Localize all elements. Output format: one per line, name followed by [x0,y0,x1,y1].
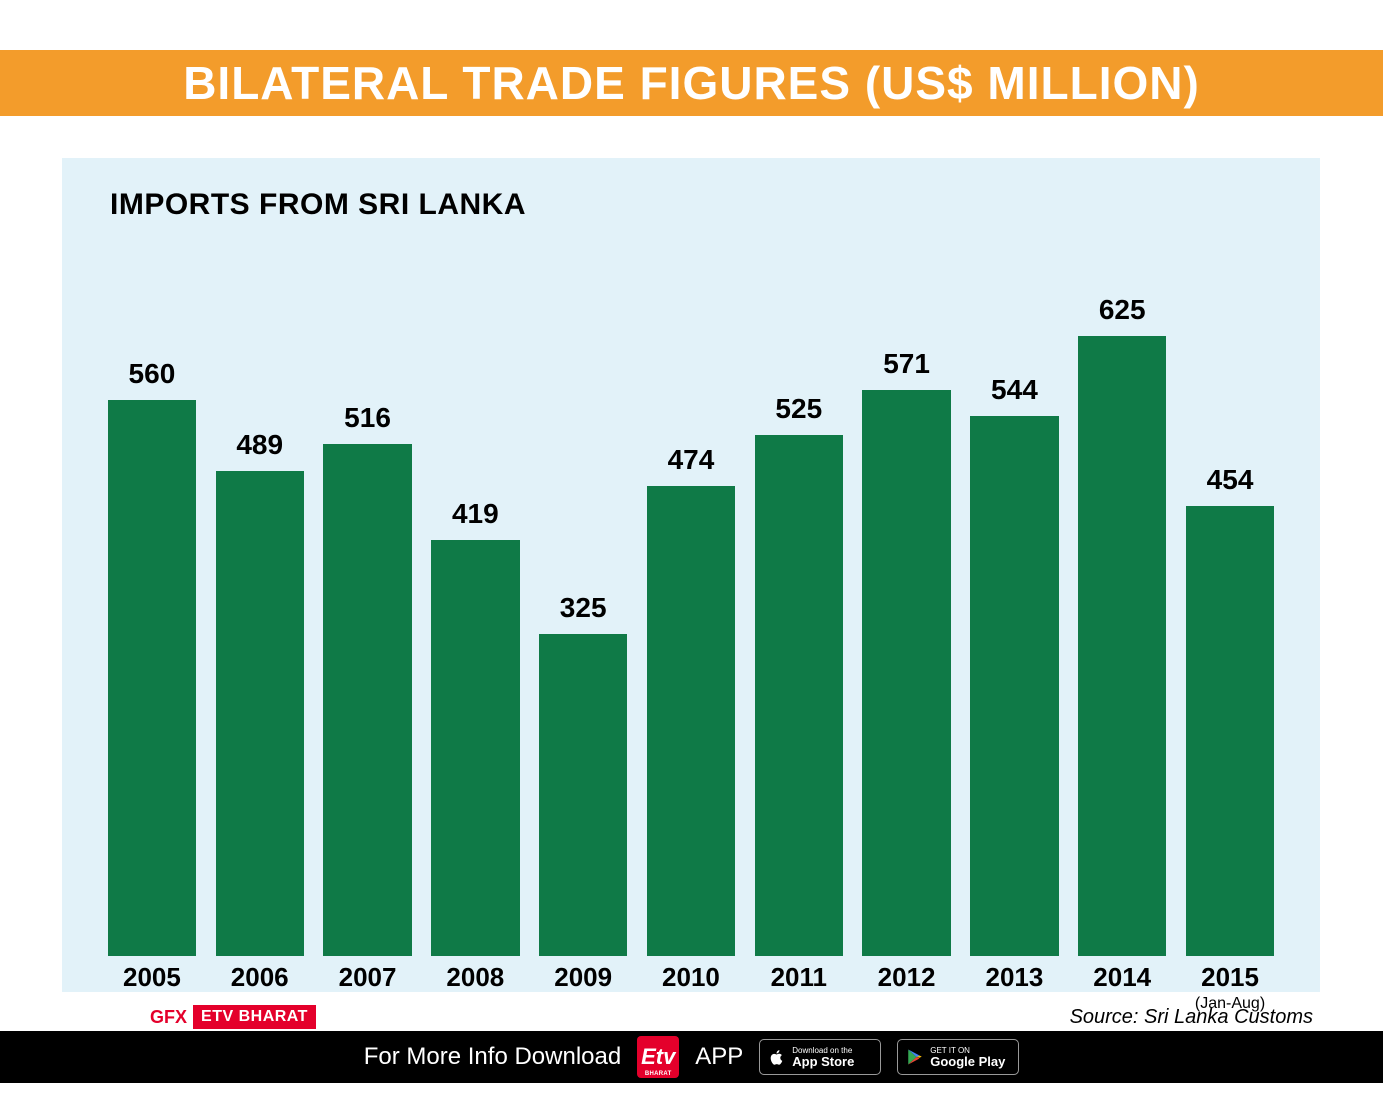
x-col: 2008 [421,962,529,1013]
bar-value-label: 474 [668,444,715,476]
bar [647,486,735,956]
google-play-badge[interactable]: GET IT ON Google Play [897,1039,1019,1075]
app-logo-sub: BHARAT [645,1071,672,1077]
bar-col: 419 [421,276,529,956]
etv-badge: ETV BHARAT [193,1005,316,1029]
bar-value-label: 560 [129,358,176,390]
x-label: 2009 [529,962,637,993]
app-store-badge[interactable]: Download on the App Store [759,1039,881,1075]
bar [216,471,304,956]
bar [323,444,411,956]
app-store-l2: App Store [792,1055,854,1068]
bar-col: 544 [961,276,1069,956]
x-col: 2011 [745,962,853,1013]
bar-value-label: 419 [452,498,499,530]
x-label: 2014 [1068,962,1176,993]
bar-col: 516 [314,276,422,956]
x-label: 2005 [98,962,206,993]
bar [970,416,1058,956]
x-col: 2013 [961,962,1069,1013]
chart-panel: IMPORTS FROM SRI LANKA 560 489 516 419 325 47… [62,158,1320,992]
bar-value-label: 489 [236,429,283,461]
bar-value-label: 571 [883,348,930,380]
bar [1186,506,1274,956]
apple-icon [768,1048,786,1066]
bar-col: 525 [745,276,853,956]
x-label: 2010 [637,962,745,993]
x-label: 2007 [314,962,422,993]
google-play-lines: GET IT ON Google Play [930,1047,1005,1068]
app-store-lines: Download on the App Store [792,1047,854,1068]
footer-text: For More Info Download [364,1043,621,1071]
app-word: APP [695,1043,743,1071]
x-col: 2009 [529,962,637,1013]
footer-bar: For More Info Download Etv BHARAT APP Do… [0,1031,1383,1083]
x-col: 2007 [314,962,422,1013]
bar [431,540,519,956]
x-label: 2011 [745,962,853,993]
x-label: 2006 [206,962,314,993]
x-label: 2015 [1176,962,1284,993]
bar-col: 474 [637,276,745,956]
bar [108,400,196,956]
app-logo-text: Etv [641,1044,675,1070]
bar [539,634,627,956]
bar-col: 454 [1176,276,1284,956]
page-title: BILATERAL TRADE FIGURES (US$ MILLION) [183,56,1200,110]
google-play-l2: Google Play [930,1055,1005,1068]
bar-value-label: 325 [560,592,607,624]
google-play-icon [906,1048,924,1066]
credits: GFX ETV BHARAT [150,1005,316,1029]
bar-value-label: 454 [1207,464,1254,496]
gfx-label: GFX [150,1007,187,1028]
bar-col: 625 [1068,276,1176,956]
bar-value-label: 525 [775,393,822,425]
x-label: 2008 [421,962,529,993]
etv-app-logo-icon: Etv BHARAT [637,1036,679,1078]
x-label: 2013 [961,962,1069,993]
bar [755,435,843,956]
bar [862,390,950,956]
x-label: 2012 [853,962,961,993]
bar-value-label: 625 [1099,294,1146,326]
bar-col: 489 [206,276,314,956]
bar-col: 325 [529,276,637,956]
bar-value-label: 516 [344,402,391,434]
x-col: 2012 [853,962,961,1013]
bar-col: 571 [853,276,961,956]
source-text: Source: Sri Lanka Customs [1070,1006,1313,1029]
bars-area: 560 489 516 419 325 474 525 571 544 625 454 [92,276,1290,956]
x-col: 2010 [637,962,745,1013]
bar [1078,336,1166,956]
chart-subtitle: IMPORTS FROM SRI LANKA [110,188,1290,222]
bar-value-label: 544 [991,374,1038,406]
bar-col: 560 [98,276,206,956]
title-band: BILATERAL TRADE FIGURES (US$ MILLION) [0,50,1383,116]
